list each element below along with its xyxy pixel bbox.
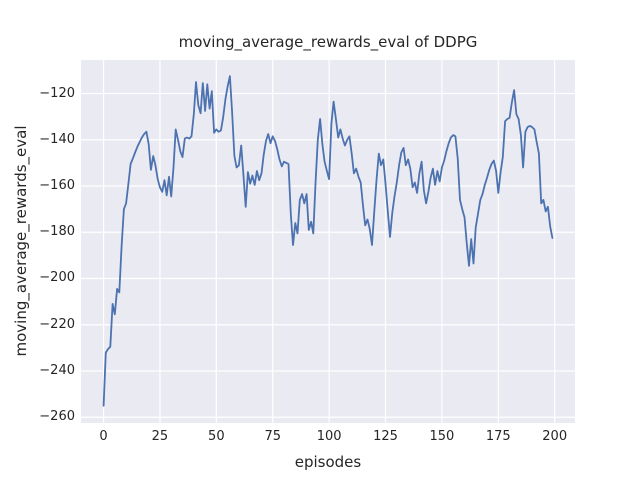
x-tick-label: 125 (373, 429, 398, 444)
y-tick-label: −120 (39, 85, 75, 101)
x-tick-label: 100 (316, 429, 342, 444)
y-tick-label: −240 (39, 362, 75, 378)
x-tick-label: 0 (99, 429, 108, 444)
x-tick-label: 150 (429, 429, 455, 444)
y-tick-label: −180 (39, 224, 75, 240)
y-tick-label: −260 (39, 409, 75, 425)
x-tick-label: 75 (264, 429, 282, 444)
x-tick-label: 25 (151, 429, 169, 444)
y-tick-label: −200 (39, 270, 75, 286)
plot-background (81, 60, 575, 423)
y-tick-label: −160 (39, 178, 75, 193)
x-tick-label: 200 (542, 429, 568, 444)
y-tick-label: −220 (39, 316, 75, 332)
chart-title: moving_average_rewards_eval of DDPG (178, 33, 478, 51)
data-line (102, 75, 554, 407)
x-tick-label: 50 (208, 429, 225, 444)
x-tick-label: 175 (485, 429, 511, 444)
x-axis-label: episodes (294, 453, 362, 471)
y-tick-label: −140 (39, 131, 75, 147)
